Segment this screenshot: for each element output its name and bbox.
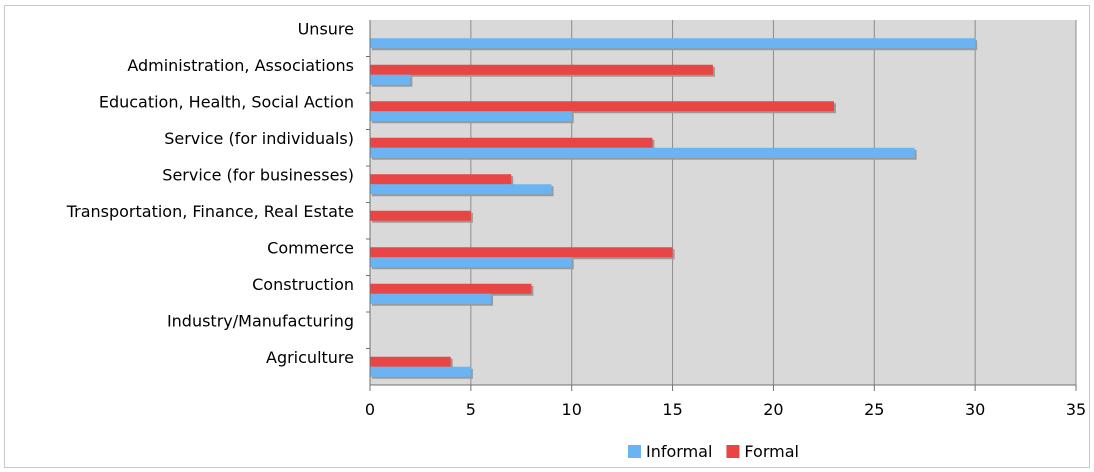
- x-tick-label: 35: [1066, 400, 1086, 419]
- category-label: Service (for businesses): [162, 165, 354, 184]
- legend-label: Informal: [646, 442, 712, 461]
- category-label: Service (for individuals): [164, 129, 354, 148]
- x-tick-label: 30: [965, 400, 985, 419]
- axes: [366, 20, 1077, 391]
- bar-informal: [370, 184, 552, 195]
- category-label: Agriculture: [266, 348, 354, 367]
- bar-formal: [370, 64, 713, 75]
- x-tick-label: 20: [763, 400, 783, 419]
- x-tick-label: 15: [662, 400, 682, 419]
- bars: [370, 38, 978, 379]
- x-tick-label: 25: [864, 400, 884, 419]
- legend-swatch: [726, 445, 740, 458]
- category-label: Administration, Associations: [127, 56, 354, 75]
- legend: Informal Formal: [628, 442, 799, 461]
- bar-formal: [370, 283, 532, 294]
- bar-formal: [370, 174, 512, 185]
- x-tick-label: 10: [562, 400, 582, 419]
- x-tick-labels: 0 5 10 15 20 25 30 35: [365, 400, 1086, 419]
- bar-informal: [370, 293, 492, 304]
- bar-informal: [370, 38, 976, 49]
- category-label: Transportation, Finance, Real Estate: [66, 202, 354, 221]
- category-labels: Unsure Administration, Associations Educat…: [66, 19, 354, 367]
- bar-formal: [370, 356, 451, 367]
- category-label: Unsure: [298, 19, 354, 38]
- plot-area: [370, 20, 1076, 385]
- bar-formal: [370, 210, 471, 221]
- x-tick-label: 0: [365, 400, 375, 419]
- category-label: Education, Health, Social Action: [99, 92, 354, 111]
- grid-lines: [470, 20, 1077, 385]
- category-label: Construction: [252, 275, 354, 294]
- bar-informal: [370, 111, 572, 122]
- legend-label: Formal: [744, 442, 799, 461]
- category-label: Commerce: [267, 238, 354, 257]
- bar-informal: [370, 74, 411, 85]
- bar-formal: [370, 137, 653, 148]
- bar-formal: [370, 101, 834, 112]
- bar-formal: [370, 247, 673, 258]
- bar-informal: [370, 147, 915, 158]
- x-tick-label: 5: [466, 400, 476, 419]
- bar-informal: [370, 366, 471, 377]
- category-label: Industry/Manufacturing: [167, 311, 354, 330]
- bar-informal: [370, 257, 572, 268]
- legend-swatch: [628, 445, 641, 458]
